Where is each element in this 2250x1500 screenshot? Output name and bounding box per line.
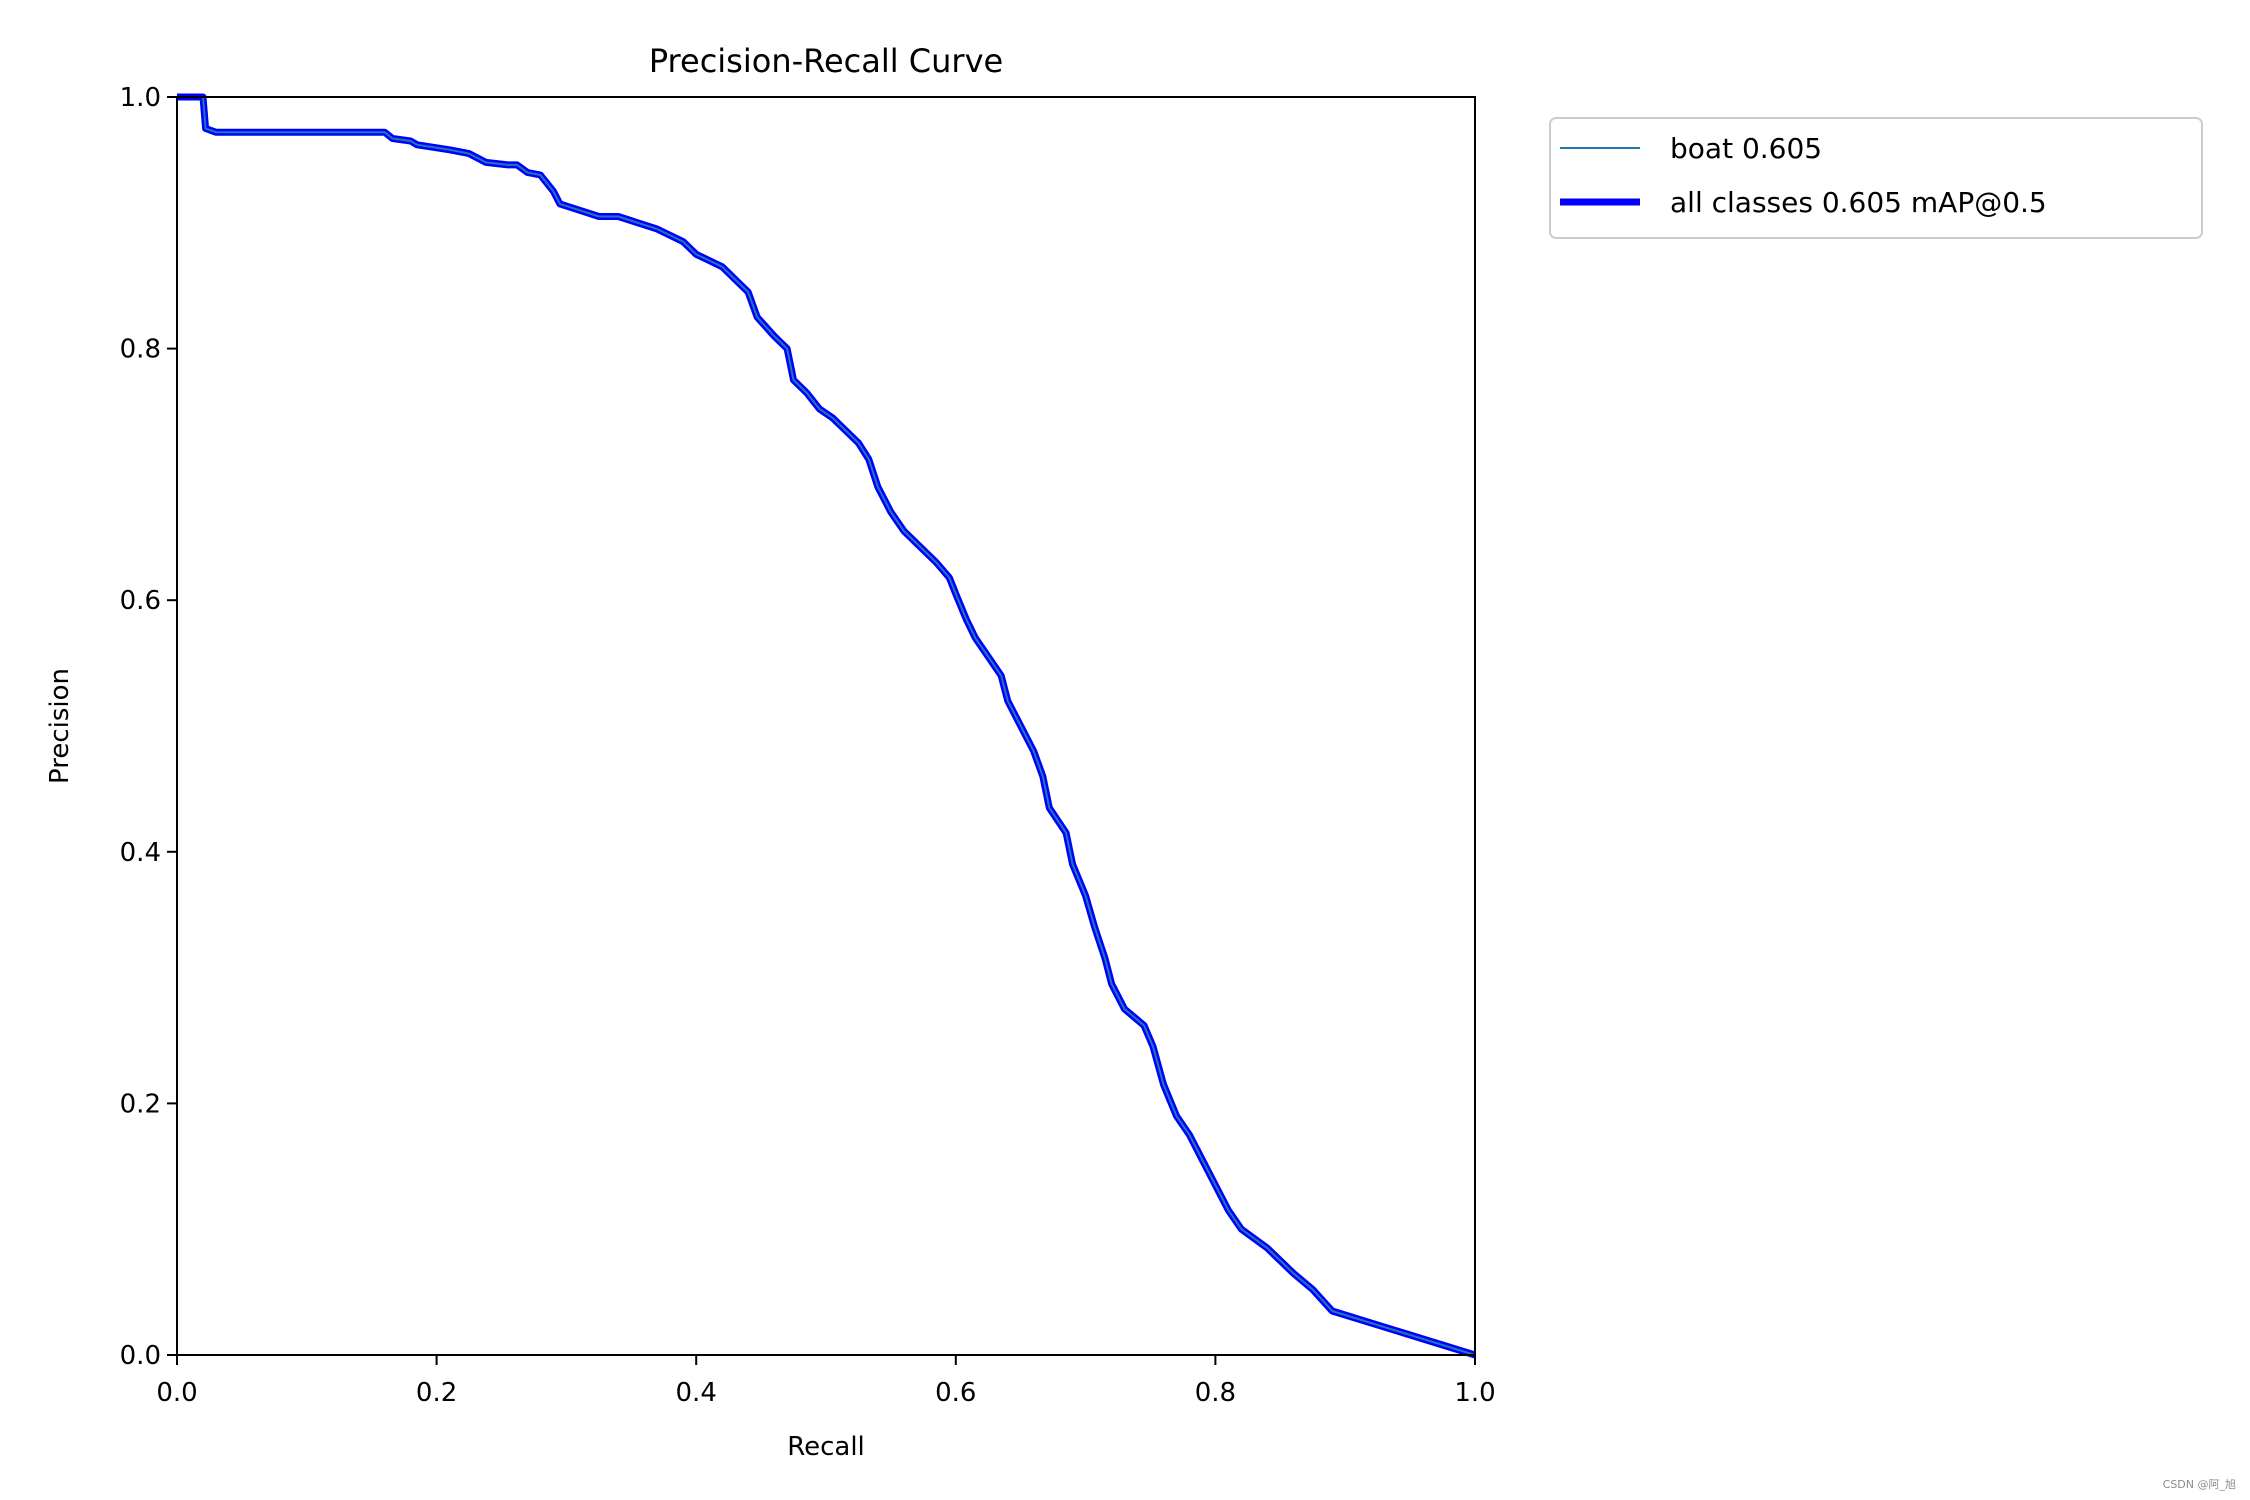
plot-frame — [176, 96, 1476, 1356]
x-tick-label: 1.0 — [1454, 1378, 1495, 1408]
x-tick-label: 0.6 — [935, 1378, 976, 1408]
legend-label-0: boat 0.605 — [1670, 132, 1822, 165]
y-tick-label: 1.0 — [120, 83, 161, 113]
x-tick-label: 0.0 — [156, 1378, 197, 1408]
y-tick-label: 0.4 — [120, 838, 161, 868]
y-tick-label: 0.8 — [120, 335, 161, 365]
series-line-boat — [177, 96, 1476, 1356]
plot-area: 0.0 0.0 0.2 0.2 0.4 0.4 0.6 0.6 0.8 0.8 1.0 1.0 — [120, 83, 1496, 1408]
x-tick-label: 0.4 — [676, 1378, 717, 1408]
x-tick-label: 0.8 — [1195, 1378, 1236, 1408]
series-line-all-classes — [177, 93, 1477, 1359]
legend-label-1: all classes 0.605 mAP@0.5 — [1670, 186, 2047, 219]
y-axis-label: Precision — [45, 668, 75, 784]
y-tick-label: 0.0 — [120, 1341, 161, 1371]
legend: boat 0.605 all classes 0.605 mAP@0.5 — [1549, 117, 2203, 239]
y-tick-label: 0.6 — [120, 586, 161, 616]
x-axis-label: Recall — [787, 1432, 865, 1462]
y-tick-label: 0.2 — [120, 1089, 161, 1119]
legend-frame — [1549, 117, 2203, 239]
x-tick-label: 0.2 — [416, 1378, 457, 1408]
watermark: CSDN @阿_旭 — [2162, 1478, 2236, 1491]
chart-title: Precision-Recall Curve — [649, 42, 1003, 80]
